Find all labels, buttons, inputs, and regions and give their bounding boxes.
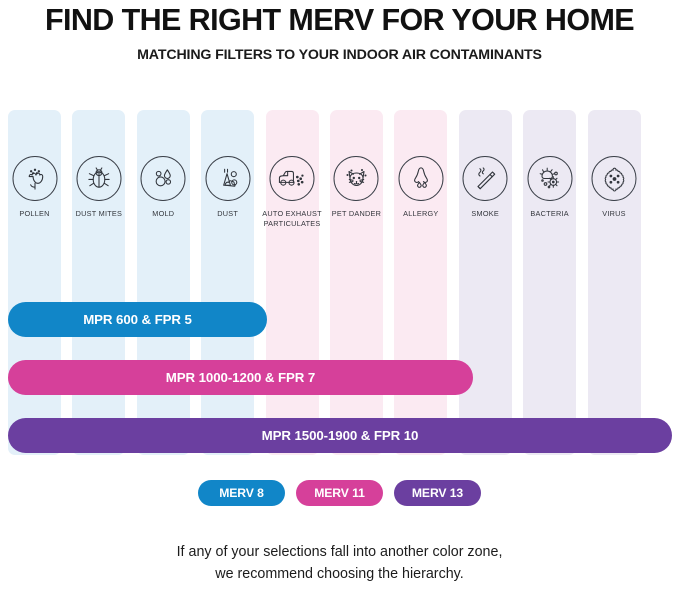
contaminant-column-dust-mites[interactable]: DUST MITES [72, 110, 126, 455]
contaminant-label: MOLD [152, 209, 175, 218]
contaminant-label: BACTERIA [530, 209, 569, 218]
contaminant-label: AUTO EXHAUST PARTICULATES [262, 209, 322, 228]
contaminant-column-virus[interactable]: VIRUS [587, 110, 641, 455]
contaminant-column-allergy[interactable]: ALLERGY [394, 110, 448, 455]
merv-badge-11[interactable]: MERV 11 [296, 480, 383, 506]
contaminant-label: POLLEN [19, 209, 50, 218]
contaminant-label: ALLERGY [403, 209, 439, 218]
contaminant-column-pet-dander[interactable]: PET DANDER [329, 110, 383, 455]
flower-pollen-icon [12, 156, 57, 201]
car-exhaust-icon [269, 156, 315, 201]
contaminant-label: DUST MITES [75, 209, 123, 218]
contaminant-label: SMOKE [471, 209, 500, 218]
cigarette-icon [462, 156, 508, 201]
contaminant-label: VIRUS [602, 209, 626, 218]
bacteria-icon [527, 156, 573, 201]
merv-badge-13[interactable]: MERV 13 [394, 480, 481, 506]
rating-bar-mpr600[interactable]: MPR 600 & FPR 5 [8, 302, 267, 337]
virus-icon [591, 156, 637, 201]
rating-bar-mpr1000[interactable]: MPR 1000-1200 & FPR 7 [8, 360, 473, 395]
contaminant-column-bacteria[interactable]: BACTERIA [523, 110, 577, 455]
footer-line-1: If any of your selections fall into anot… [176, 544, 503, 560]
cat-face-icon [333, 156, 379, 201]
footer-line-2: we recommend choosing the hierarchy. [215, 566, 464, 582]
dust-cloud-icon [205, 156, 251, 201]
nose-icon [398, 156, 444, 201]
mold-spores-icon [140, 156, 186, 201]
contaminant-label: DUST [217, 209, 239, 218]
contaminant-columns: POLLEN DUST MITES [8, 110, 672, 455]
contaminant-column-pollen[interactable]: POLLEN [8, 110, 61, 455]
footer-note: If any of your selections fall into anot… [0, 541, 679, 585]
merv-badge-group: MERV 8 MERV 11 MERV 13 [0, 480, 679, 506]
merv-badge-8[interactable]: MERV 8 [198, 480, 285, 506]
contaminant-column-smoke[interactable]: SMOKE [458, 110, 512, 455]
contaminant-column-auto-exhaust[interactable]: AUTO EXHAUST PARTICULATES [262, 110, 322, 455]
contaminant-column-dust[interactable]: DUST [201, 110, 255, 455]
dust-mite-bug-icon [76, 156, 122, 201]
page-title: FIND THE RIGHT MERV FOR YOUR HOME [44, 3, 635, 37]
contaminant-column-mold[interactable]: MOLD [136, 110, 190, 455]
page-subtitle: MATCHING FILTERS TO YOUR INDOOR AIR CONT… [137, 47, 542, 63]
rating-bar-mpr1500[interactable]: MPR 1500-1900 & FPR 10 [8, 418, 672, 453]
contaminant-label: PET DANDER [331, 209, 382, 218]
